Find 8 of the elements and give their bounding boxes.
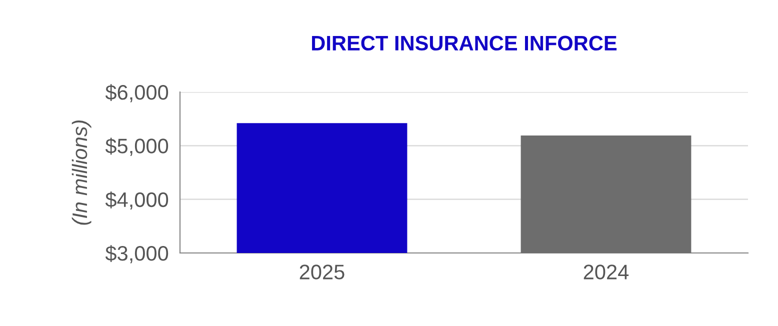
y-tick-label: $6,000 [105, 84, 168, 102]
y-axis-title: (In millions) [72, 120, 92, 225]
x-tick-label: 2025 [300, 264, 344, 280]
y-tick-label: $5,000 [105, 138, 168, 156]
y-tick-label: $3,000 [105, 245, 168, 264]
chart-title: DIRECT INSURANCE INFORCE [312, 36, 617, 51]
x-tick-label: 2024 [584, 264, 629, 280]
y-tick-label: $4,000 [105, 191, 168, 210]
